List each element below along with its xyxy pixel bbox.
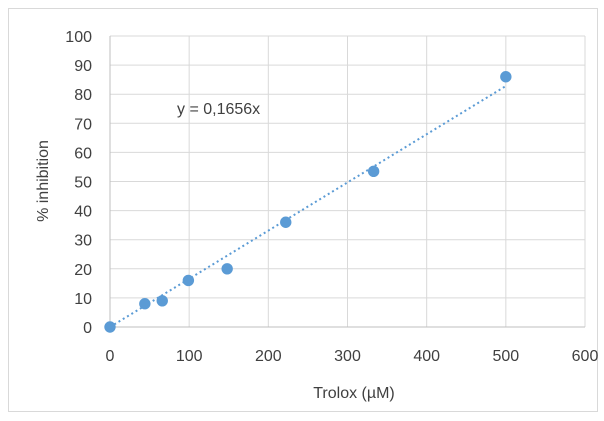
scatter-point (221, 263, 233, 275)
y-tick-label: 20 (74, 262, 92, 279)
scatter-point (280, 216, 292, 228)
y-tick-label: 100 (65, 29, 92, 46)
scatter-point (367, 165, 380, 178)
x-tick-label: 500 (492, 348, 519, 365)
data-points (104, 71, 512, 333)
gridlines (109, 35, 586, 328)
scatter-point (500, 71, 512, 83)
x-axis-title: Trolox (µM) (313, 385, 395, 402)
y-tick-label: 70 (74, 116, 92, 133)
axes (109, 36, 585, 328)
y-tick-label: 0 (83, 320, 92, 337)
linear-trendline (109, 85, 507, 328)
x-tick-label: 300 (334, 348, 361, 365)
y-tick-label: 40 (74, 204, 92, 221)
scatter-point (104, 321, 116, 333)
scatter-point (139, 298, 151, 310)
y-tick-label: 80 (74, 87, 92, 104)
x-tick-label: 600 (572, 348, 599, 365)
y-tick-label: 90 (74, 58, 92, 75)
x-tick-label: 200 (255, 348, 282, 365)
y-tick-label: 30 (74, 233, 92, 250)
y-tick-label: 10 (74, 291, 92, 308)
trendline-layer (109, 85, 507, 328)
y-tick-label: 60 (74, 145, 92, 162)
x-tick-label: 0 (106, 348, 115, 365)
scatter-point (182, 274, 195, 287)
x-tick-label: 100 (176, 348, 203, 365)
trendline-equation: y = 0,1656x (177, 101, 260, 118)
tick-labels: 0 10 20 30 40 50 60 70 80 90 100 0 100 200 300 400 500 60… (65, 29, 598, 365)
chart-frame (8, 8, 598, 412)
y-axis-title: % inhibition (35, 140, 52, 222)
scatter-point (156, 295, 168, 307)
x-tick-label: 400 (413, 348, 440, 365)
y-tick-label: 50 (74, 175, 92, 192)
